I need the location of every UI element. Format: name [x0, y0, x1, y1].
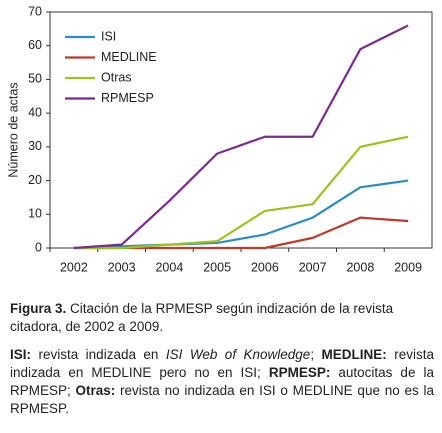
x-tick-label: 2005 [203, 260, 231, 274]
caption-segment: RPMESP: [268, 365, 331, 380]
caption-notes: ISI: revista indizada en ISI Web of Know… [10, 346, 434, 418]
caption-segment: ; [310, 347, 322, 362]
plot-frame [49, 11, 433, 249]
legend-label: Otras [101, 70, 132, 84]
caption-label: Figura 3. [10, 301, 67, 316]
series-line [73, 179, 409, 250]
x-tick-label: 2009 [394, 260, 422, 274]
caption-segment: revista indizada en [31, 347, 166, 362]
caption-segment: MEDLINE: [321, 347, 387, 362]
x-tick-label: 2008 [346, 260, 374, 274]
y-tick-label: 0 [35, 240, 42, 254]
caption-text: Citación de la RPMESP según indización d… [10, 301, 394, 334]
caption-segment: ISI Web of Knowledge [165, 347, 311, 362]
x-tick-label: 2004 [155, 260, 183, 274]
caption-figure: Figura 3. Citación de la RPMESP según in… [10, 300, 434, 336]
series-line [73, 135, 409, 250]
y-tick-label: 20 [28, 173, 42, 187]
y-axis-label: Número de actas [6, 82, 20, 177]
x-tick-label: 2007 [299, 260, 327, 274]
legend-label: ISI [101, 29, 116, 43]
chart: Número de actas 0 10 20 30 40 50 60 70 2002 2003 2… [6, 4, 433, 274]
caption-segment: revista indizada en MEDLINE pero no en I… [10, 347, 434, 380]
x-tick-label: 2002 [60, 260, 88, 274]
y-tick-label: 70 [28, 4, 42, 18]
y-tick-label: 60 [28, 38, 42, 52]
series-line [73, 24, 409, 250]
y-tick-label: 40 [28, 105, 42, 119]
caption-segment: autocitas de la RPMESP; [10, 365, 434, 398]
caption-segment: ISI: [10, 347, 32, 362]
y-tick-label: 10 [28, 207, 42, 221]
legend-label: RPMESP [101, 91, 154, 105]
y-tick-label: 30 [28, 139, 42, 153]
x-tick-label: 2006 [251, 260, 279, 274]
y-tick-label: 50 [28, 72, 42, 86]
caption-segment: Otras: [75, 383, 116, 398]
x-tick-label: 2003 [108, 260, 136, 274]
legend-label: MEDLINE [101, 50, 157, 64]
caption-segment: revista no indizada en ISI o MEDLINE que… [10, 383, 434, 416]
